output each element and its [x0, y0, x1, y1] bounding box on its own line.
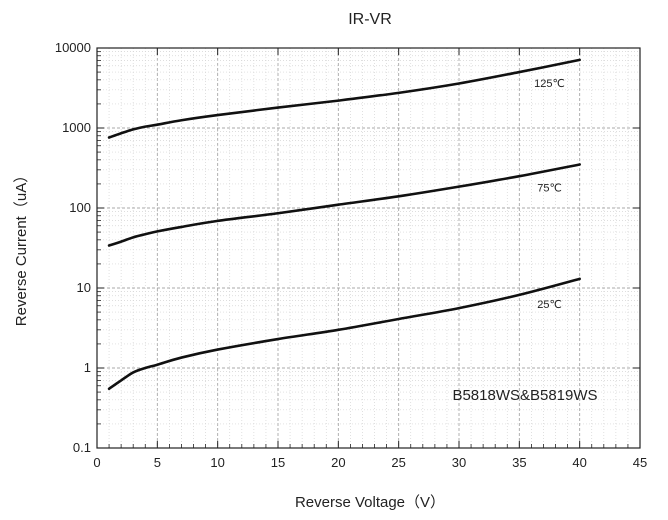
- x-tick-label: 10: [210, 455, 224, 470]
- y-tick-label: 10000: [55, 40, 91, 55]
- x-tick-label: 5: [154, 455, 161, 470]
- series-line: [107, 277, 581, 391]
- labels-layer: 0.1 1 10 100 1000 10000 0 5 10 15 20 25 30 35 40 45 125℃…: [55, 40, 647, 470]
- x-tick-label: 45: [633, 455, 647, 470]
- x-tick-label: 30: [452, 455, 466, 470]
- y-tick-label: 0.1: [73, 440, 91, 455]
- series-label: 75℃: [537, 182, 562, 194]
- series-label: 25℃: [537, 299, 562, 311]
- series-line: [107, 58, 581, 139]
- x-tick-label: 15: [271, 455, 285, 470]
- y-tick-label: 1: [84, 360, 91, 375]
- y-tick-label: 1000: [62, 120, 91, 135]
- plot-frame: [96, 47, 641, 449]
- y-tick-label: 100: [69, 200, 91, 215]
- series-line: [107, 163, 581, 247]
- y-tick-label: 10: [77, 280, 91, 295]
- grid-layer: [97, 48, 640, 448]
- series-label: 125℃: [534, 78, 565, 90]
- x-tick-label: 20: [331, 455, 345, 470]
- x-tick-label: 35: [512, 455, 526, 470]
- x-tick-label: 40: [572, 455, 586, 470]
- y-axis-label: Reverse Current（uA）: [13, 168, 30, 326]
- part-number-annotation: B5818WS&B5819WS: [452, 387, 597, 404]
- x-axis-label: Reverse Voltage（V）: [295, 494, 445, 511]
- x-tick-label: 0: [93, 455, 100, 470]
- ticks-layer: [96, 47, 641, 449]
- x-tick-label: 25: [391, 455, 405, 470]
- series-layer: [107, 58, 581, 391]
- chart-title: IR-VR: [348, 11, 392, 28]
